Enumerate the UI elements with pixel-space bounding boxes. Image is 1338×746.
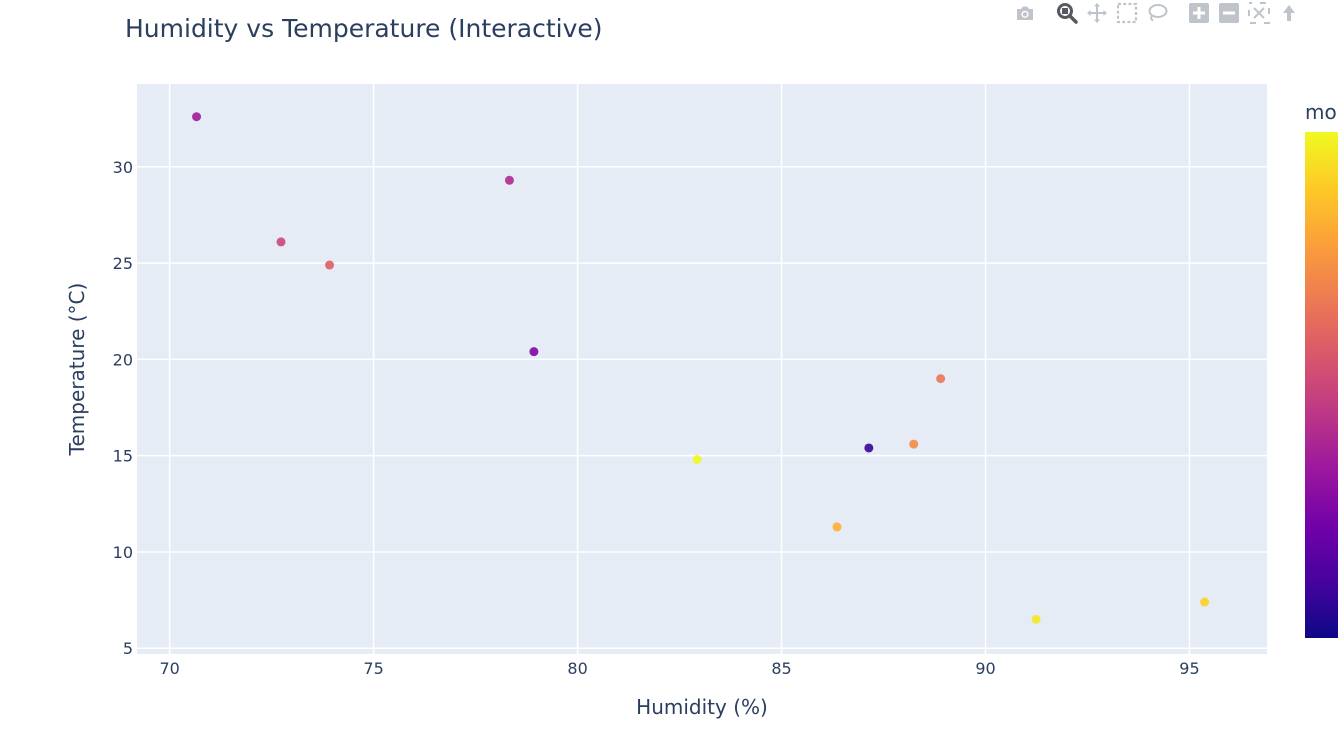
scatter-point[interactable] — [864, 443, 874, 453]
y-tick-labels: 5 10 15 20 25 30 — [113, 158, 133, 658]
x-tick-label: 85 — [771, 659, 791, 678]
gridlines — [137, 84, 1267, 654]
zoom-button[interactable] — [1052, 0, 1082, 26]
scatter-point[interactable] — [936, 374, 946, 384]
reset-axes-button[interactable] — [1274, 0, 1304, 26]
lasso-icon — [1148, 4, 1168, 22]
plot-area[interactable] — [137, 84, 1267, 654]
x-tick-label: 70 — [159, 659, 179, 678]
reset-axes-icon — [1283, 5, 1295, 21]
box-select-button[interactable] — [1112, 0, 1142, 26]
pan-icon — [1087, 3, 1107, 23]
y-tick-label: 10 — [113, 543, 133, 562]
x-axis-label: Humidity (%) — [636, 695, 768, 719]
scatter-point[interactable] — [832, 522, 842, 532]
zoom-in-button[interactable] — [1184, 0, 1214, 26]
y-axis-label: Temperature (°C) — [65, 283, 89, 457]
x-tick-label: 80 — [567, 659, 587, 678]
autoscale-button[interactable] — [1244, 0, 1274, 26]
lasso-button[interactable] — [1142, 0, 1172, 26]
x-tick-labels: 70 75 80 85 90 95 — [159, 659, 1199, 678]
zoom-in-icon — [1189, 3, 1209, 23]
scatter-point[interactable] — [1031, 614, 1041, 624]
colorbar — [1305, 132, 1338, 638]
y-tick-label: 15 — [113, 447, 133, 466]
x-tick-label: 75 — [363, 659, 383, 678]
x-tick-label: 95 — [1179, 659, 1199, 678]
y-tick-label: 25 — [113, 254, 133, 273]
y-tick-label: 30 — [113, 158, 133, 177]
pan-button[interactable] — [1082, 0, 1112, 26]
scatter-points[interactable] — [192, 112, 1210, 624]
colorbar-title: mo — [1305, 100, 1337, 124]
zoom-out-icon — [1219, 3, 1239, 23]
scatter-point[interactable] — [276, 237, 286, 247]
scatter-point[interactable] — [909, 439, 919, 449]
scatter-point[interactable] — [1200, 597, 1210, 607]
autoscale-icon — [1248, 2, 1270, 24]
y-tick-label: 5 — [123, 639, 133, 658]
camera-icon — [1017, 6, 1033, 20]
zoom-icon — [1057, 3, 1078, 24]
x-tick-label: 90 — [975, 659, 995, 678]
scatter-point[interactable] — [529, 347, 539, 357]
chart-title: Humidity vs Temperature (Interactive) — [125, 14, 603, 43]
scatter-point[interactable] — [504, 175, 514, 185]
box-select-icon — [1116, 2, 1138, 24]
zoom-out-button[interactable] — [1214, 0, 1244, 26]
scatter-point[interactable] — [325, 260, 335, 270]
scatter-point[interactable] — [192, 112, 202, 122]
y-tick-label: 20 — [113, 350, 133, 369]
modebar — [1010, 0, 1304, 26]
camera-button[interactable] — [1010, 0, 1040, 26]
scatter-point[interactable] — [692, 455, 702, 465]
